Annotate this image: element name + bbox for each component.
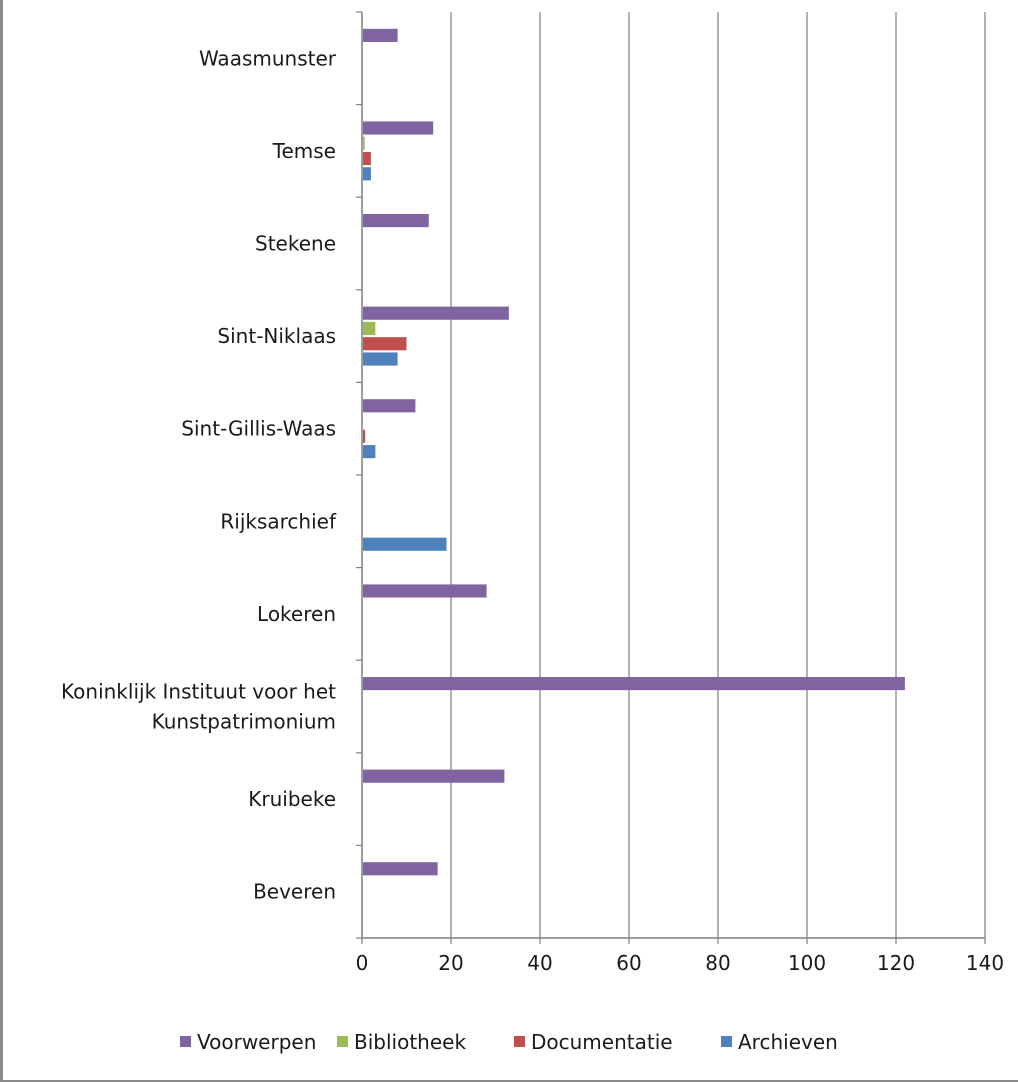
x-tick-label: 40 [527,951,552,975]
legend-swatch [337,1036,348,1047]
x-tick-label: 20 [438,951,463,975]
bar-documentatie [363,429,366,443]
bar-documentatie [363,337,407,351]
x-tick-label: 140 [966,951,1004,975]
category-label: Kunstpatrimonium [152,710,336,734]
legend-label: Voorwerpen [197,1030,316,1054]
x-tick-label: 80 [705,951,730,975]
bar-voorwerpen [363,399,416,413]
category-label: Lokeren [257,602,336,626]
bar-bibliotheek [363,136,365,150]
bar-archieven [363,445,376,459]
category-label: Stekene [255,232,336,256]
bar-voorwerpen [363,584,487,598]
legend-label: Archieven [738,1030,838,1054]
bar-documentatie [363,151,371,166]
bar-voorwerpen [363,677,905,691]
category-label: Sint-Niklaas [217,324,336,348]
bar-voorwerpen [363,214,429,228]
bar-archieven [363,167,371,181]
legend-label: Documentatie [531,1030,673,1054]
x-tick-label: 120 [877,951,915,975]
legend-swatch [721,1036,732,1047]
bar-voorwerpen [363,28,398,42]
bar-archieven [363,537,447,551]
legend-label: Bibliotheek [354,1030,466,1054]
category-label: Sint-Gillis-Waas [181,417,336,441]
category-label: Kruibeke [248,787,336,811]
category-label: Rijksarchief [220,509,337,533]
category-label: Temse [272,139,336,163]
bar-voorwerpen [363,862,438,876]
x-tick-label: 100 [788,951,826,975]
bar-archieven [363,352,398,366]
bar-voorwerpen [363,769,505,783]
bar-bibliotheek [363,321,376,336]
x-tick-label: 60 [616,951,641,975]
x-tick-label: 0 [356,951,369,975]
legend-swatch [514,1036,525,1047]
category-label: Waasmunster [199,46,337,70]
category-label: Beveren [253,880,336,904]
bar-voorwerpen [363,306,509,320]
category-label: Koninklijk Instituut voor het [61,680,336,704]
bar-voorwerpen [363,121,434,135]
legend-swatch [180,1036,191,1047]
